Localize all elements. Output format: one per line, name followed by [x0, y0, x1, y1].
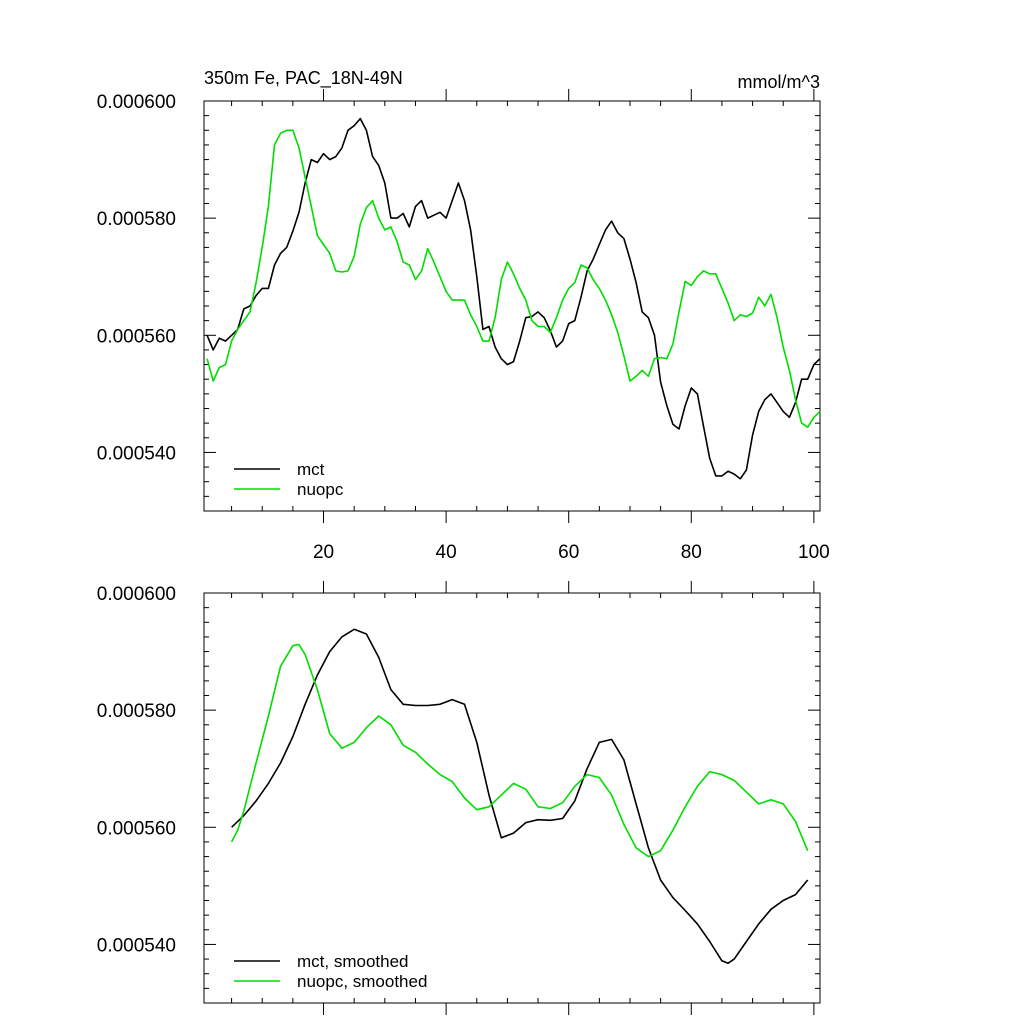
y-tick-label: 0.000540 [97, 935, 176, 956]
series-line-mct-smoothed [231, 628, 809, 965]
y-tick-label: 0.000580 [97, 701, 176, 722]
y-tick-label: 0.000600 [97, 92, 176, 113]
y-tick-label: 0.000540 [97, 443, 176, 464]
x-tick-label: 100 [798, 542, 830, 563]
plot-frame [203, 592, 821, 1004]
plot-frame [203, 100, 821, 512]
legend-label: mct, smoothed [297, 952, 409, 971]
chart-title: 350m Fe, PAC_18N-49N [204, 68, 403, 89]
y-tick-label: 0.000580 [97, 209, 176, 230]
y-tick-label: 0.000560 [97, 326, 176, 347]
series-line-nuopc-smoothed [230, 643, 809, 858]
x-tick-label: 80 [681, 542, 702, 563]
x-tick-label: 20 [313, 542, 334, 563]
y-tick-label: 0.000560 [97, 818, 176, 839]
series-line-mct [206, 117, 821, 480]
x-tick-label: 40 [436, 542, 457, 563]
legend-label: nuopc, smoothed [297, 972, 427, 991]
legend-label: nuopc [297, 480, 344, 499]
series-line-nuopc [206, 129, 821, 429]
legend-label: mct [297, 460, 325, 479]
y-tick-label: 0.000600 [97, 584, 176, 605]
chart-units: mmol/m^3 [738, 72, 820, 92]
x-tick-label: 60 [558, 542, 579, 563]
